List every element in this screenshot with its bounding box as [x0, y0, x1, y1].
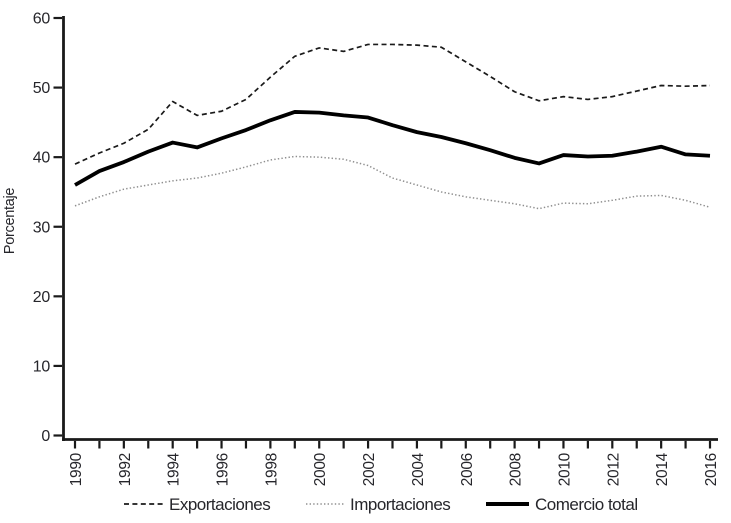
x-tick-label: 2010 — [556, 452, 573, 486]
series-line-exportaciones — [74, 43, 711, 165]
x-tick-label: 1996 — [215, 453, 232, 486]
series-line-comercio-total — [74, 110, 711, 187]
x-tick-label: 2004 — [410, 452, 427, 486]
y-tick-label: 20 — [33, 289, 51, 306]
legend-label-exportaciones: Exportaciones — [169, 495, 270, 514]
x-tick-label: 2008 — [508, 453, 525, 486]
y-tick-label: 60 — [33, 11, 51, 28]
x-tick-label: 2000 — [312, 452, 329, 486]
legend-label-comercio-total: Comercio total — [535, 495, 638, 514]
legend: Exportaciones Importaciones Comercio tot… — [124, 495, 638, 514]
y-tick-label: 10 — [33, 358, 51, 375]
legend-label-importaciones: Importaciones — [350, 495, 450, 514]
series-line-importaciones — [74, 155, 711, 210]
x-tick-label: 1990 — [68, 452, 85, 486]
y-axis-title: Porcentaje — [2, 188, 18, 255]
x-tick-label: 2014 — [654, 452, 671, 486]
y-tick-label: 40 — [33, 150, 51, 167]
series-layer — [74, 43, 711, 210]
x-tick-label: 2002 — [361, 453, 378, 486]
x-tick-label: 2012 — [605, 453, 622, 486]
x-tick-label: 1992 — [117, 453, 134, 486]
x-tick-label: 1998 — [263, 453, 280, 486]
y-tick-label: 50 — [33, 80, 51, 97]
x-tick-label: 2016 — [703, 453, 720, 486]
y-tick-label: 0 — [41, 428, 50, 445]
x-tick-label: 1994 — [166, 452, 183, 486]
axes-layer: 0 10 20 30 40 50 60 1990 1992 1994 1996 1998 2000 200… — [33, 11, 720, 487]
x-tick-label: 2006 — [459, 453, 476, 486]
y-tick-label: 30 — [33, 219, 51, 236]
